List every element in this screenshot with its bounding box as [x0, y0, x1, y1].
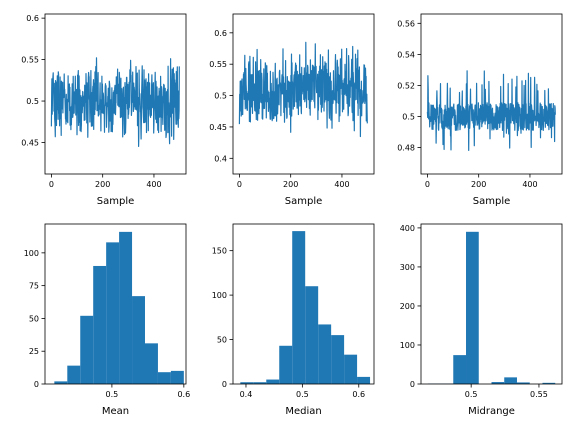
histogram-bar: [253, 382, 267, 384]
x-tick-label: 400: [522, 180, 537, 189]
histogram-bar: [119, 231, 133, 384]
y-tick-label: 0.5: [214, 92, 227, 101]
series-line: [426, 70, 556, 151]
y-tick-label: 200: [400, 302, 415, 311]
x-tick-label: 0: [237, 180, 242, 189]
x-tick-label: 0.5: [106, 390, 119, 399]
histogram-bar: [106, 242, 120, 384]
subplot-4: 0.5 0.6 0 25 50 75 100 Mean: [24, 223, 190, 417]
x-tick-label: 0.55: [530, 390, 548, 399]
y-tick-label: 0.5: [26, 97, 39, 106]
series-line: [238, 41, 368, 138]
axes-frame: [420, 223, 563, 385]
subplot-1: 0 200 400 0.45 0.5 0.55 0.6 Sample: [21, 13, 187, 207]
y-tick-label: 150: [212, 247, 227, 256]
y-tick-label: 0.48: [397, 144, 415, 153]
axes-frame: [420, 13, 563, 175]
y-tick-label: 0: [34, 380, 39, 389]
histogram-bar: [491, 382, 505, 384]
histogram-bar: [54, 381, 68, 384]
x-axis-label: Midrange: [468, 406, 515, 417]
series-line: [50, 57, 180, 147]
x-tick-label: 0: [425, 180, 430, 189]
x-axis-label: Median: [285, 406, 321, 417]
y-tick-label: 100: [24, 249, 39, 258]
x-tick-label: 0.5: [465, 390, 478, 399]
y-tick-label: 50: [217, 336, 227, 345]
histogram-bar: [144, 343, 158, 384]
x-tick-label: 0.5: [296, 390, 309, 399]
y-tick-label: 50: [29, 314, 39, 323]
x-axis-label: Sample: [285, 196, 323, 207]
y-tick-label: 25: [29, 347, 39, 356]
histogram-bar: [132, 296, 145, 384]
y-tick-label: 0.5: [402, 113, 415, 122]
y-tick-label: 0.45: [21, 138, 39, 147]
histogram-bar: [93, 265, 107, 384]
histogram-bar: [240, 382, 254, 384]
histogram-bar: [453, 355, 467, 384]
y-tick-label: 0.6: [26, 14, 39, 23]
histogram-bar: [305, 286, 319, 384]
histogram-bar: [318, 324, 332, 384]
y-tick-label: 75: [29, 282, 39, 291]
x-tick-label: 0.6: [352, 390, 365, 399]
y-tick-label: 0: [222, 380, 227, 389]
y-tick-label: 0: [410, 380, 415, 389]
histogram-bar: [504, 377, 517, 384]
axes-frame: [44, 13, 187, 175]
x-tick-label: 0.4: [240, 390, 253, 399]
x-axis-label: Sample: [97, 196, 135, 207]
y-tick-label: 300: [400, 263, 415, 272]
y-tick-label: 0.55: [209, 60, 227, 69]
y-tick-label: 0.52: [397, 81, 415, 90]
x-tick-label: 400: [146, 180, 161, 189]
y-tick-label: 0.6: [214, 29, 227, 38]
subplot-5: 0.4 0.5 0.6 0 50 100 150 Median: [212, 223, 375, 417]
histogram-bar: [516, 382, 530, 384]
x-tick-label: 200: [95, 180, 110, 189]
histogram-bar: [279, 345, 293, 384]
histogram-bar: [266, 379, 280, 384]
x-tick-label: 0.6: [177, 390, 190, 399]
y-tick-label: 0.54: [397, 50, 415, 59]
histogram-bar: [157, 372, 171, 384]
x-tick-label: 400: [334, 180, 349, 189]
y-tick-label: 400: [400, 224, 415, 233]
histogram-bar: [67, 365, 81, 384]
y-tick-label: 0.55: [21, 56, 39, 65]
x-tick-label: 0: [49, 180, 54, 189]
histogram-bar: [170, 370, 184, 384]
histogram-bar: [292, 231, 306, 384]
subplot-2: 0 200 400 0.4 0.45 0.5 0.55 0.6 Sample: [209, 13, 375, 207]
x-tick-label: 200: [283, 180, 298, 189]
histogram-bar: [80, 315, 94, 384]
subplot-6: 0.5 0.55 0 100 200 300 400 Midrange: [400, 223, 563, 417]
y-tick-label: 100: [212, 291, 227, 300]
histogram-bar: [357, 376, 371, 384]
subplot-3: 0 200 400 0.48 0.5 0.52 0.54 0.56 Sample: [397, 13, 563, 207]
axes-frame: [232, 13, 375, 175]
y-tick-label: 0.56: [397, 19, 415, 28]
y-tick-label: 0.45: [209, 123, 227, 132]
histogram-bar: [344, 354, 358, 384]
histogram-bar: [466, 231, 479, 384]
axes-frame: [44, 223, 187, 385]
y-tick-label: 100: [400, 341, 415, 350]
histogram-bar: [542, 382, 556, 384]
y-tick-label: 0.4: [214, 154, 227, 163]
x-axis-label: Mean: [102, 406, 129, 417]
x-axis-label: Sample: [473, 196, 511, 207]
axes-frame: [232, 223, 375, 385]
histogram-bar: [331, 335, 345, 384]
x-tick-label: 200: [471, 180, 486, 189]
